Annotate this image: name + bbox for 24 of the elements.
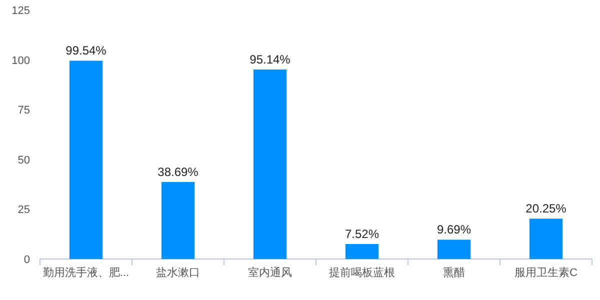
data-label: 9.69% <box>436 222 472 237</box>
bar <box>529 218 563 259</box>
x-tick-label: 提前喝板蓝根 <box>329 266 395 279</box>
bar <box>69 60 103 259</box>
x-tick-label: 服用卫生素C <box>514 266 578 279</box>
y-tick-label: 100 <box>12 54 30 67</box>
data-label: 20.25% <box>526 202 567 216</box>
bar <box>161 182 195 259</box>
bar <box>345 244 379 259</box>
x-tick-label: 勤用洗手液、肥... <box>42 266 130 279</box>
y-tick-label: 75 <box>18 104 30 117</box>
y-tick-label: 0 <box>24 254 30 266</box>
y-tick-label: 125 <box>12 5 30 17</box>
data-label: 99.54% <box>66 44 107 58</box>
y-tick-label: 25 <box>18 204 30 216</box>
y-tick-label: 50 <box>18 154 30 166</box>
data-label: 95.14% <box>250 52 291 66</box>
data-label: 38.69% <box>158 164 199 179</box>
x-tick-label: 熏醋 <box>443 266 465 279</box>
data-label: 7.52% <box>344 227 380 242</box>
x-tick-label: 盐水漱口 <box>156 266 200 279</box>
x-tick-label: 室内通风 <box>248 266 292 279</box>
bar <box>437 240 471 259</box>
bar <box>253 69 287 259</box>
